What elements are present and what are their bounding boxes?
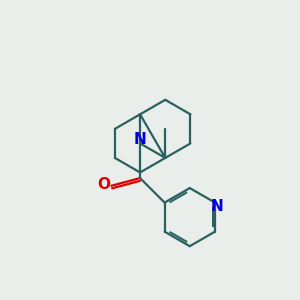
Text: O: O [97, 177, 110, 192]
Text: N: N [134, 132, 146, 147]
Text: N: N [210, 199, 223, 214]
